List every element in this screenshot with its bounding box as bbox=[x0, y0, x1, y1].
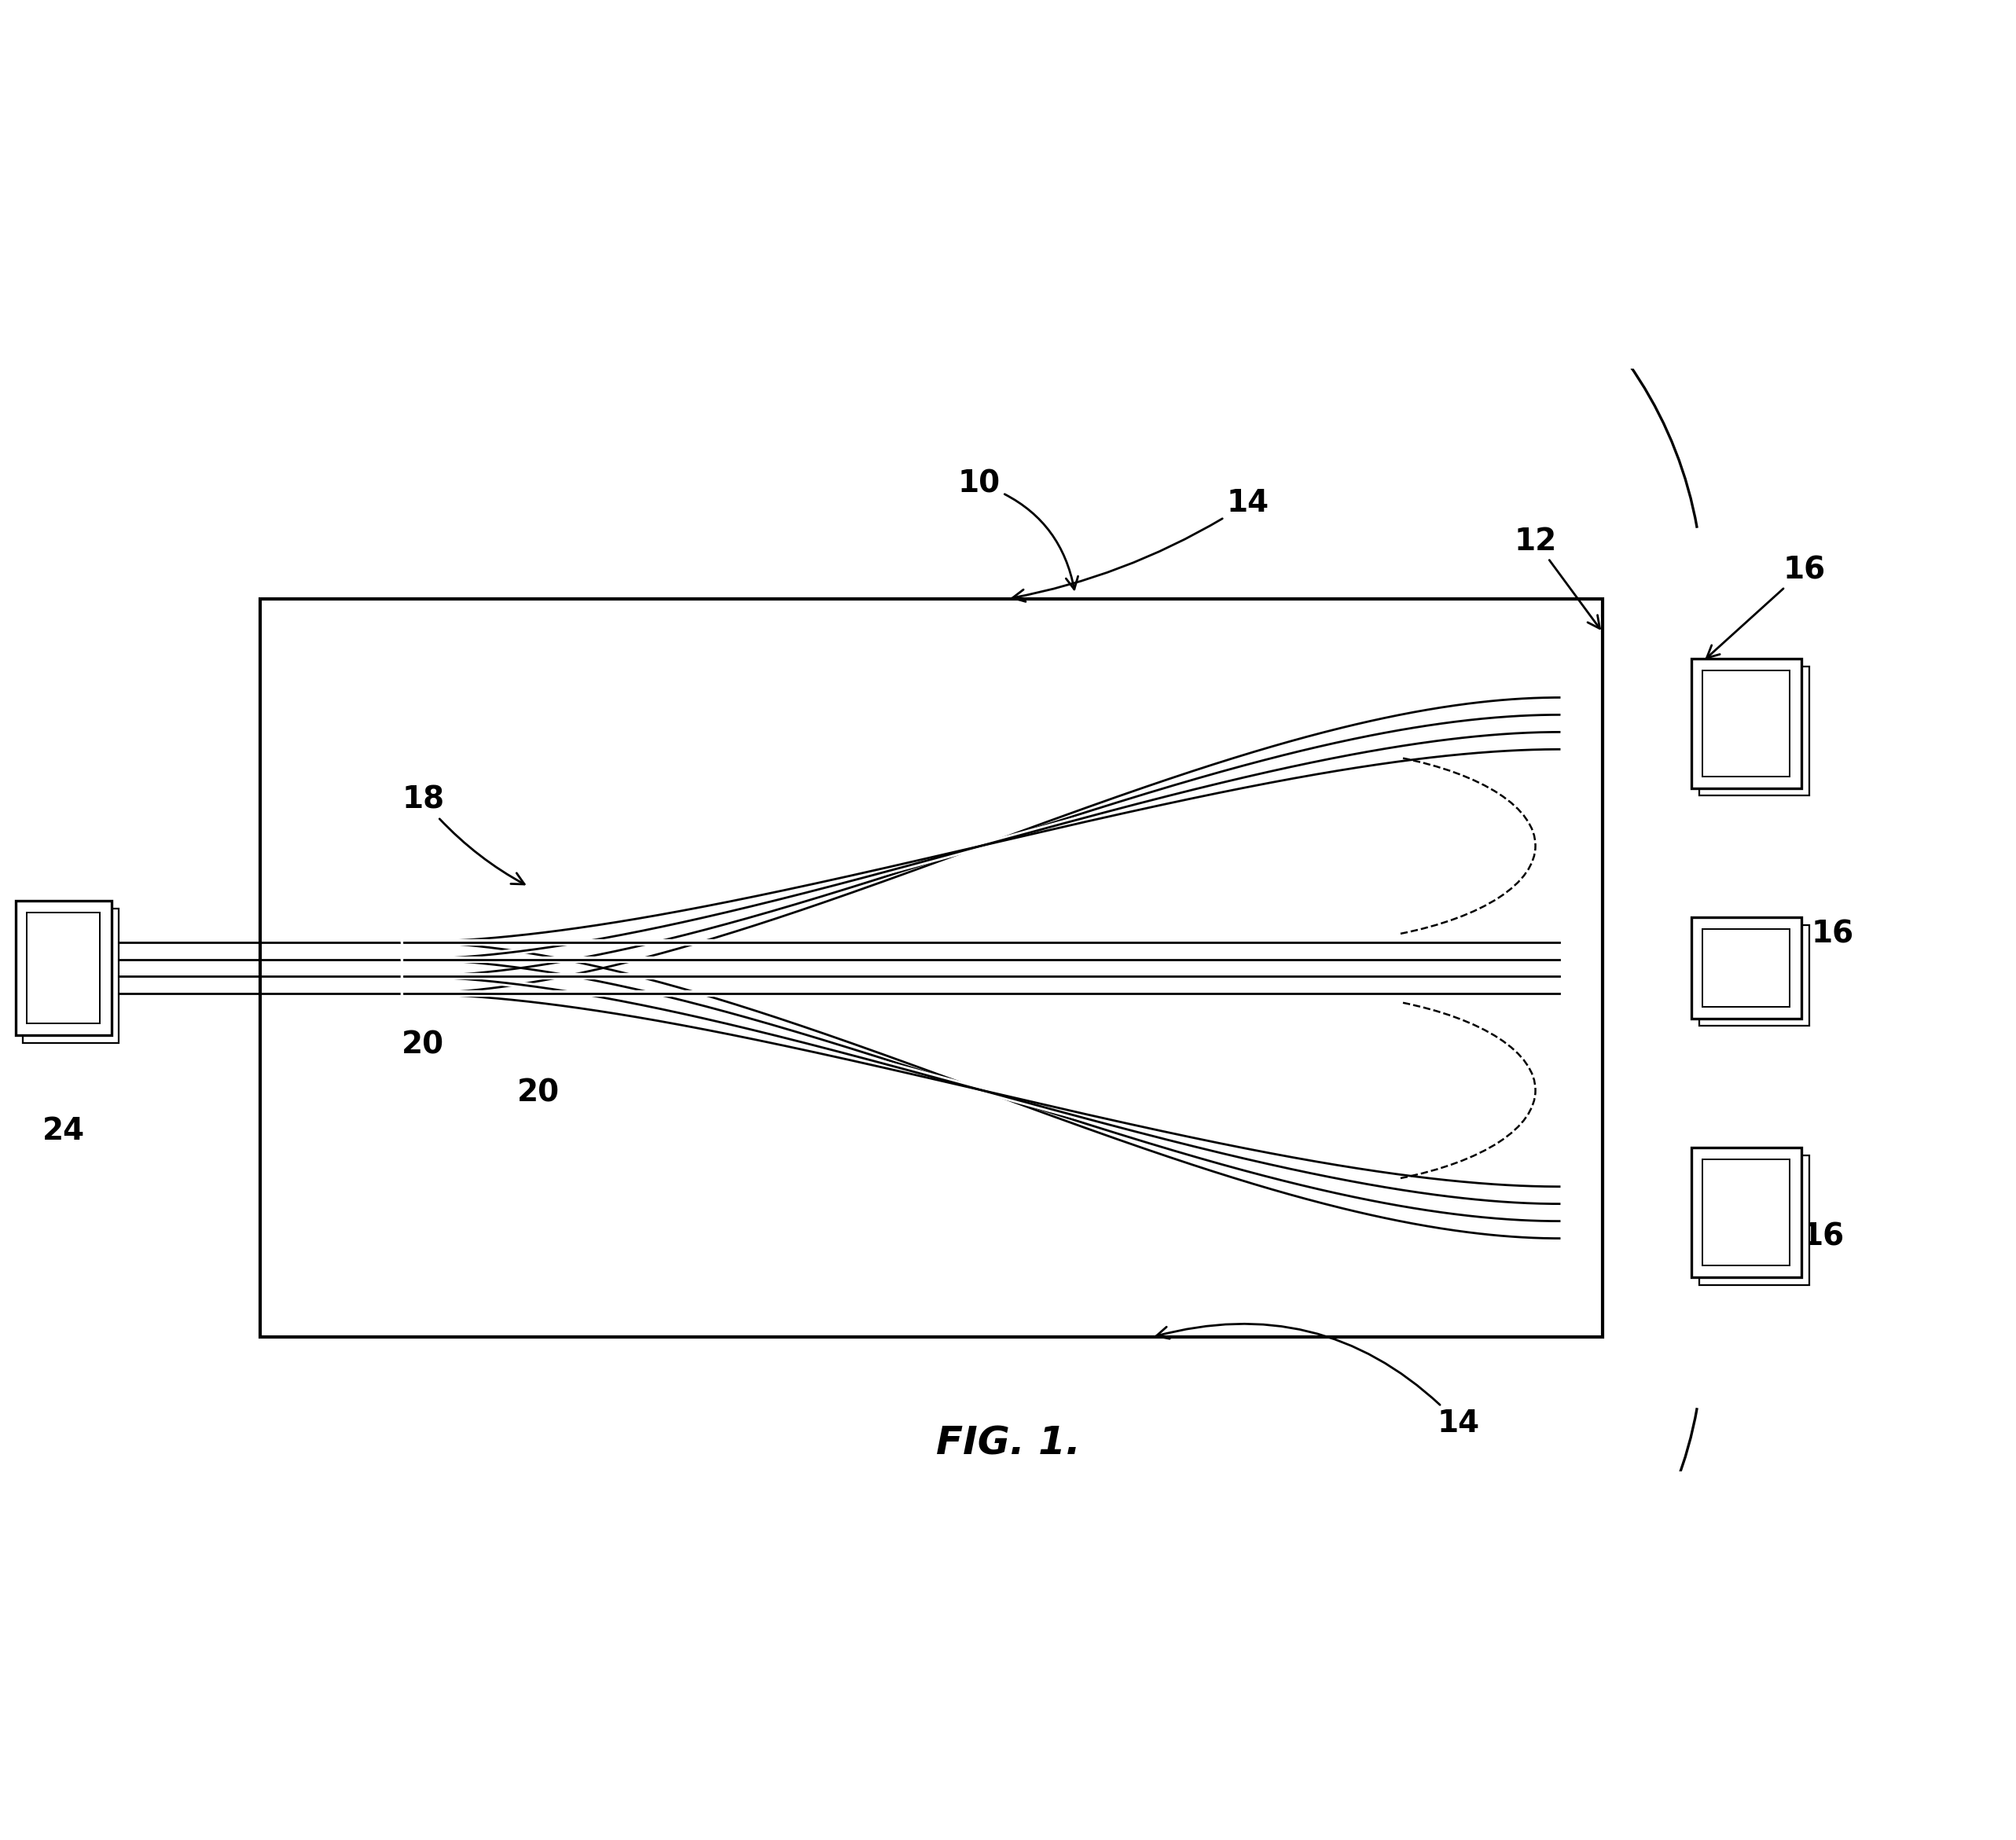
Bar bbox=[1704, 670, 1790, 776]
Bar bbox=[1699, 1156, 1808, 1284]
Bar bbox=[1691, 659, 1802, 788]
Text: 14: 14 bbox=[1012, 488, 1268, 602]
Bar bbox=[16, 902, 111, 1036]
Bar bbox=[26, 913, 101, 1023]
Bar bbox=[260, 598, 1603, 1338]
Bar bbox=[1704, 929, 1790, 1006]
Text: 16: 16 bbox=[1708, 556, 1824, 659]
Bar bbox=[1691, 918, 1802, 1018]
Text: 10: 10 bbox=[958, 469, 1079, 589]
Text: 20: 20 bbox=[516, 1078, 558, 1108]
Text: 24: 24 bbox=[42, 1117, 85, 1146]
Text: 14: 14 bbox=[1157, 1323, 1480, 1439]
Bar bbox=[1704, 1159, 1790, 1266]
Text: 12: 12 bbox=[1514, 526, 1601, 629]
Bar bbox=[1691, 1148, 1802, 1277]
Text: 16: 16 bbox=[1812, 920, 1855, 949]
Bar bbox=[1699, 926, 1808, 1027]
Text: FIG. 1.: FIG. 1. bbox=[935, 1424, 1081, 1463]
Text: 16: 16 bbox=[1708, 1222, 1845, 1251]
Text: 20: 20 bbox=[401, 1030, 444, 1060]
Bar bbox=[1699, 666, 1808, 797]
Bar bbox=[22, 909, 119, 1043]
Text: 18: 18 bbox=[401, 786, 524, 885]
